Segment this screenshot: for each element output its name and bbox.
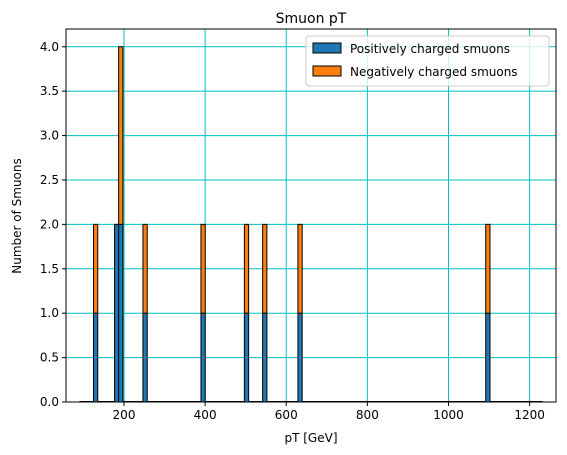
bar-positive	[485, 312, 491, 403]
y-tick-label: 1.5	[40, 262, 59, 276]
y-tick-label: 3.5	[40, 84, 59, 98]
bar-positive	[92, 312, 99, 403]
legend-swatch-negative	[312, 65, 342, 77]
y-axis-label: Number of Smuons	[10, 158, 24, 274]
bar-negative	[118, 46, 124, 225]
bar-positive	[297, 312, 303, 403]
y-tick-label: 3.0	[40, 129, 59, 143]
x-tick-label: 1200	[514, 408, 545, 422]
legend-label-positive: Positively charged smuons	[350, 42, 510, 56]
y-axis-ticks: 0.0 0.5 1.0 1.5 2.0 2.5 3.0 3.5 4.0	[40, 40, 66, 409]
y-tick-label: 0.0	[40, 395, 59, 409]
bar-negative	[92, 223, 99, 314]
bar-negative	[485, 223, 491, 314]
bar-negative	[142, 223, 148, 314]
x-tick-label: 600	[275, 408, 298, 422]
bar-positive	[142, 312, 148, 403]
legend-box	[305, 35, 550, 87]
bar-negative	[243, 223, 250, 314]
y-tick-label: 1.0	[40, 306, 59, 320]
x-tick-label: 1000	[433, 408, 464, 422]
legend-label-negative: Negatively charged smuons	[350, 65, 518, 79]
y-tick-label: 2.5	[40, 173, 59, 187]
x-axis-label: pT [GeV]	[284, 431, 337, 445]
plot-area-frame	[65, 28, 557, 403]
legend: Positively charged smuons Negatively cha…	[305, 35, 550, 87]
bar-positive	[200, 312, 206, 403]
x-tick-label: 400	[194, 408, 217, 422]
bar-negative	[262, 223, 268, 314]
y-tick-label: 4.0	[40, 40, 59, 54]
x-tick-label: 800	[356, 408, 379, 422]
bar-positive	[118, 223, 124, 403]
bar-negative	[297, 223, 303, 314]
y-tick-label: 0.5	[40, 351, 59, 365]
bar-positive	[262, 312, 268, 403]
chart-title: Smuon pT	[276, 11, 347, 27]
bar-negative	[200, 223, 206, 314]
x-tick-label: 200	[113, 408, 136, 422]
y-tick-label: 2.0	[40, 217, 59, 231]
bar-positive	[243, 312, 250, 403]
legend-swatch-positive	[312, 42, 342, 54]
bars	[79, 46, 543, 403]
x-axis-ticks: 200 400 600 800 1000 1200	[113, 402, 545, 422]
